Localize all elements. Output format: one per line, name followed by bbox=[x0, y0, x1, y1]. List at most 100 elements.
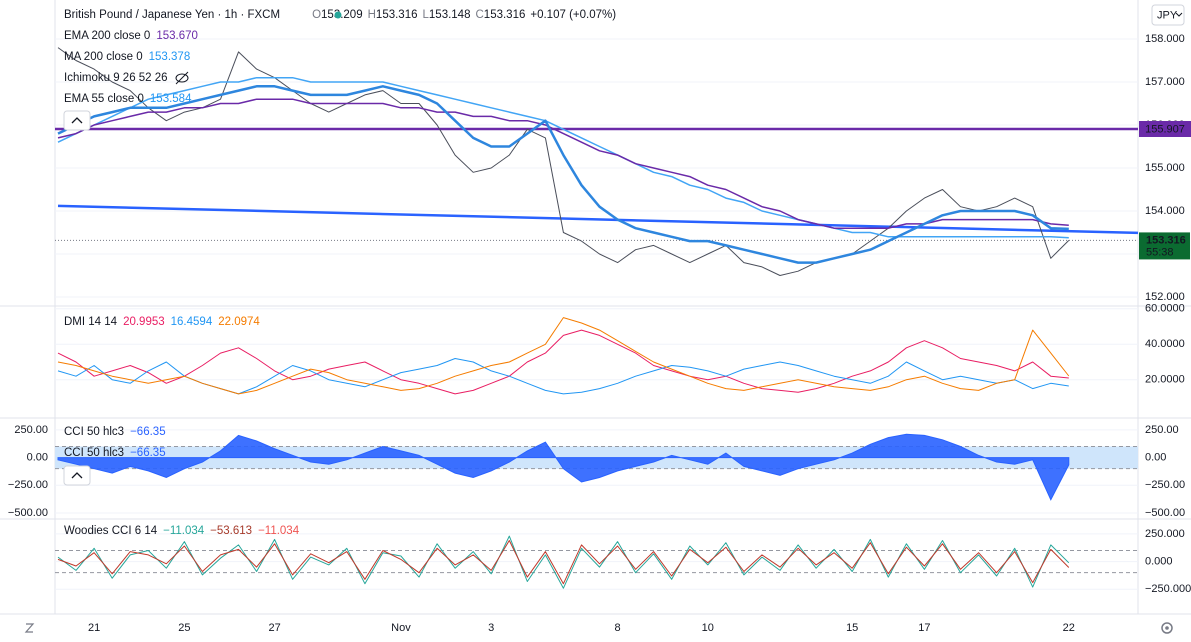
legend-value: −66.35 bbox=[130, 426, 166, 438]
y-tick-label: −250.00 bbox=[1145, 479, 1185, 491]
legend-value: −53.613 bbox=[210, 525, 252, 537]
y-tick-label: 152.000 bbox=[1145, 291, 1185, 303]
y-tick-label: 155.000 bbox=[1145, 162, 1185, 174]
last-price-box bbox=[1139, 232, 1190, 260]
change: +0.107 (+0.07%) bbox=[530, 9, 616, 21]
legend-title: Ichimoku 9 26 52 26 bbox=[64, 72, 168, 84]
y-tick-label: 20.0000 bbox=[1145, 374, 1185, 386]
countdown-label: 55:38 bbox=[1146, 246, 1174, 258]
legend-value: −11.034 bbox=[163, 525, 205, 537]
pane: 20.0000 40.0000 60.0000 DMI 14 14 20.9953 16.… bbox=[55, 303, 1185, 395]
x-tick-label: 3 bbox=[488, 622, 494, 634]
legend-line: Ichimoku 9 26 52 26 bbox=[64, 72, 168, 84]
series-line bbox=[57, 329, 1069, 395]
y-tick-label-left: −500.00 bbox=[8, 507, 48, 519]
legend-title: CCI 50 hlc3 bbox=[64, 426, 124, 438]
series-line bbox=[57, 317, 1070, 395]
eye-outline[interactable] bbox=[175, 73, 189, 83]
legend-title: MA 200 close 0 bbox=[64, 51, 143, 63]
legend-value: 153.378 bbox=[149, 51, 191, 63]
series-line bbox=[57, 98, 1069, 229]
y-tick-label-left: 0.00 bbox=[27, 451, 48, 463]
x-tick-label: 22 bbox=[1063, 622, 1075, 634]
ohlc-key: O bbox=[312, 9, 321, 21]
cci-area bbox=[57, 433, 1070, 501]
plot-area: 152.000153.000154.000155.000156.000157.0… bbox=[8, 30, 1191, 634]
y-tick-label: 0.00 bbox=[1145, 451, 1166, 463]
collapse-button-box[interactable] bbox=[63, 110, 91, 131]
trend-line bbox=[57, 204, 1139, 235]
legend-value: 153.584 bbox=[150, 93, 192, 105]
header: British Pound / Japanese Yen · 1h · FXCM… bbox=[64, 9, 616, 21]
series-line bbox=[57, 76, 1069, 239]
y-tick-label-left: −250.00 bbox=[8, 479, 48, 491]
currency-button[interactable]: JPY bbox=[1151, 4, 1185, 26]
y-tick-label: 40.0000 bbox=[1145, 338, 1185, 350]
dropdown-arrow[interactable] bbox=[1175, 12, 1183, 17]
ohlc-value: 153.316 bbox=[376, 9, 418, 21]
legend-value: 20.9953 bbox=[123, 316, 165, 328]
pane: 152.000153.000154.000155.000156.000157.0… bbox=[55, 30, 1191, 303]
legend-line: DMI 14 14 20.9953 16.4594 22.0974 bbox=[64, 316, 260, 328]
currency-button-box[interactable] bbox=[1151, 4, 1185, 26]
level-label: 155.907 bbox=[1145, 123, 1185, 135]
collapse-icon[interactable] bbox=[71, 117, 83, 124]
series-line bbox=[57, 540, 1070, 585]
ohlc-key: L bbox=[423, 9, 430, 21]
x-tick-label: 17 bbox=[918, 622, 930, 634]
x-tick-label: 15 bbox=[846, 622, 858, 634]
ohlc-key: C bbox=[475, 9, 483, 21]
series-line bbox=[57, 85, 1069, 264]
timezone-icon[interactable] bbox=[24, 623, 35, 633]
settings-button[interactable] bbox=[1161, 622, 1173, 634]
legend-value: −66.35 bbox=[130, 447, 166, 459]
pane: −250.000 0.000 250.000 Woodies CCI 6 14 −11.… bbox=[55, 525, 1191, 595]
y-tick-label: 158.000 bbox=[1145, 33, 1185, 45]
y-tick-label: −500.00 bbox=[1145, 507, 1185, 519]
x-tick-label: 8 bbox=[614, 622, 620, 634]
x-tick-label: 21 bbox=[88, 622, 100, 634]
legend-line: CCI 50 hlc3 −66.35 bbox=[64, 426, 166, 438]
eye-icon[interactable] bbox=[175, 71, 189, 85]
ohlc-value: 153.148 bbox=[429, 9, 471, 21]
gear-ring[interactable] bbox=[1161, 622, 1173, 634]
collapse-button[interactable] bbox=[63, 465, 91, 486]
x-tick-label: 27 bbox=[268, 622, 280, 634]
collapse-button-box[interactable] bbox=[63, 465, 91, 486]
gear-center[interactable] bbox=[1165, 626, 1169, 630]
market-status-dot bbox=[334, 11, 342, 19]
legend-value: 16.4594 bbox=[171, 316, 213, 328]
legend-value: −11.034 bbox=[258, 525, 300, 537]
legend-line: EMA 200 close 0 153.670 bbox=[64, 30, 198, 42]
y-tick-label-left: 250.00 bbox=[14, 424, 48, 436]
y-tick-label: 157.000 bbox=[1145, 76, 1185, 88]
last-price-label: 153.316 bbox=[1146, 234, 1186, 246]
currency-label[interactable]: JPY bbox=[1157, 9, 1178, 21]
symbol: British Pound / Japanese Yen · 1h · FXCM bbox=[64, 9, 280, 21]
ohlc-key: H bbox=[368, 9, 376, 21]
timezone-button[interactable] bbox=[24, 623, 35, 633]
legend-title: EMA 200 close 0 bbox=[64, 30, 150, 42]
y-tick-label: 250.000 bbox=[1145, 528, 1185, 540]
pane: −500.00 −500.00 −250.00 −250.00 0.00 0.00 250.… bbox=[8, 424, 1185, 519]
x-tick-label: 25 bbox=[178, 622, 190, 634]
series-line bbox=[57, 535, 1070, 589]
series-line bbox=[57, 47, 1070, 276]
legend-line: EMA 55 close 0 153.584 bbox=[64, 93, 192, 105]
x-tick-label: Nov bbox=[391, 622, 411, 634]
y-tick-label: 154.000 bbox=[1145, 205, 1185, 217]
ohlc-value: 153.209 bbox=[321, 9, 363, 21]
legend-line: Woodies CCI 6 14 −11.034 −53.613 −11.034 bbox=[64, 525, 300, 537]
y-tick-label: 60.0000 bbox=[1145, 303, 1185, 315]
legend-title: DMI 14 14 bbox=[64, 316, 118, 328]
level-label-box bbox=[1139, 121, 1191, 138]
eye-strike[interactable] bbox=[175, 71, 189, 85]
collapse-icon[interactable] bbox=[71, 472, 83, 479]
collapse-button[interactable] bbox=[63, 110, 91, 131]
legend-value: 22.0974 bbox=[218, 316, 260, 328]
frame bbox=[0, 0, 1191, 615]
legend-line-overlay: CCI 50 hlc3 −66.35 bbox=[64, 447, 166, 459]
y-tick-label: −250.000 bbox=[1145, 583, 1191, 595]
